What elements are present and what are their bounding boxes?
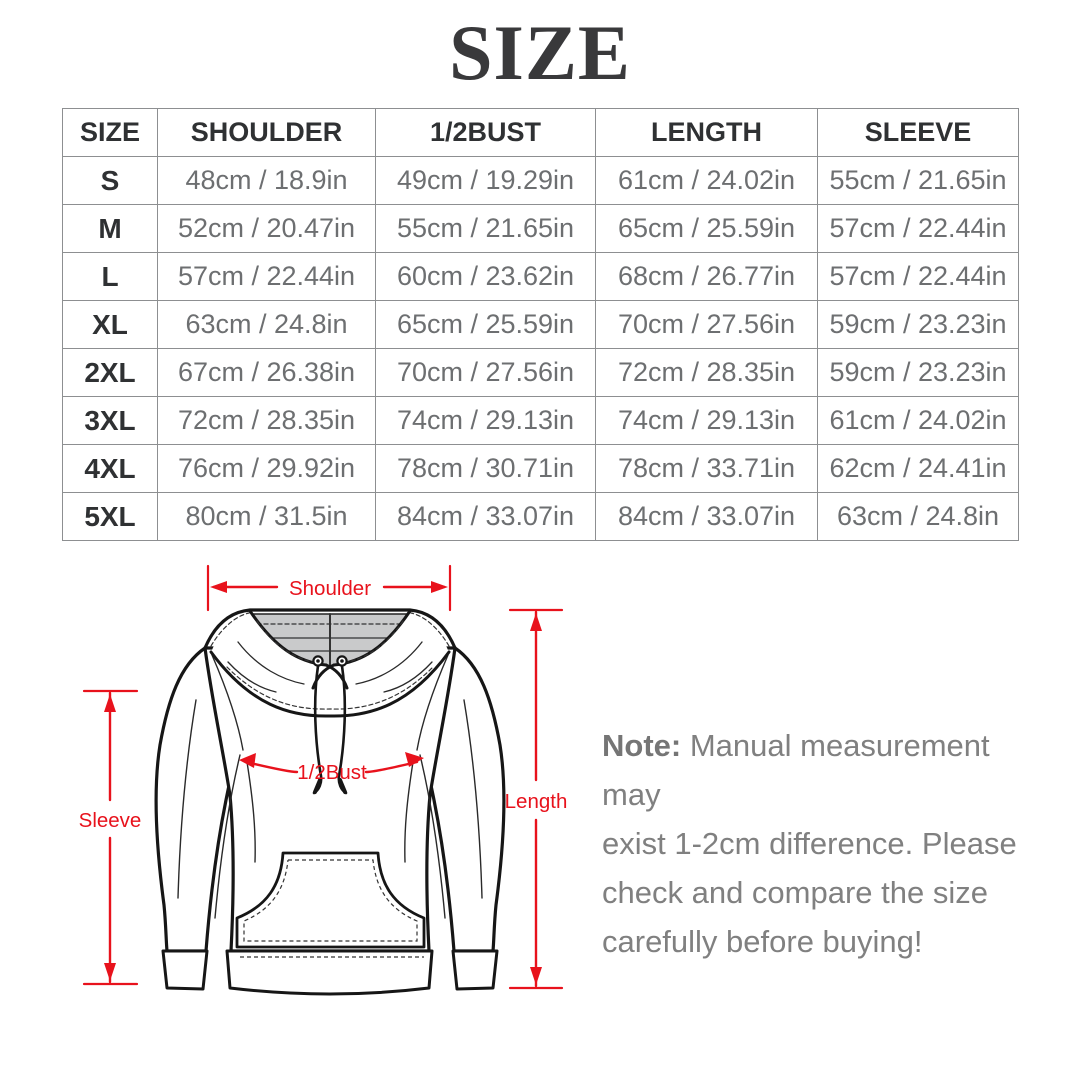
- table-cell: 67cm / 26.38in: [157, 348, 376, 397]
- hoodie-measurement-diagram: Shoulder 1/2Bust Sleeve: [79, 564, 568, 996]
- table-row: 2XL 67cm / 26.38in 70cm / 27.56in 72cm / 28…: [62, 348, 1019, 397]
- note-line: Note: Manual measurement may: [602, 721, 1048, 819]
- length-dimension-arrow: Length: [505, 608, 568, 990]
- table-row: 5XL 80cm / 31.5in 84cm / 33.07in 84cm / 33.…: [62, 492, 1019, 541]
- table-cell: 61cm / 24.02in: [595, 156, 818, 205]
- sleeve-dimension-arrow: Sleeve: [79, 689, 142, 986]
- size-label-cell: 5XL: [62, 492, 158, 541]
- table-cell: 70cm / 27.56in: [595, 300, 818, 349]
- table-cell: 65cm / 25.59in: [595, 204, 818, 253]
- length-label: Length: [505, 790, 568, 813]
- table-cell: 57cm / 22.44in: [817, 252, 1019, 301]
- note-text: Manual measurement may: [602, 728, 990, 812]
- bust-dimension-arrow: 1/2Bust: [239, 752, 424, 784]
- table-cell: 52cm / 20.47in: [157, 204, 376, 253]
- table-cell: 59cm / 23.23in: [817, 348, 1019, 397]
- size-label-cell: 4XL: [62, 444, 158, 493]
- table-cell: 84cm / 33.07in: [595, 492, 818, 541]
- size-label-cell: XL: [62, 300, 158, 349]
- right-cuff: [451, 949, 499, 991]
- table-row: XL 63cm / 24.8in 65cm / 25.59in 70cm / 27.5…: [62, 300, 1019, 349]
- table-header-cell: SIZE: [62, 108, 158, 157]
- table-cell: 57cm / 22.44in: [157, 252, 376, 301]
- hood: [203, 608, 457, 795]
- table-cell: 72cm / 28.35in: [157, 396, 376, 445]
- left-cuff: [161, 949, 209, 991]
- page-title: SIZE: [449, 9, 631, 96]
- table-cell: 72cm / 28.35in: [595, 348, 818, 397]
- table-cell: 80cm / 31.5in: [157, 492, 376, 541]
- table-row: 3XL 72cm / 28.35in 74cm / 29.13in 74cm / 29…: [62, 396, 1019, 445]
- stitch-lines: [240, 859, 424, 958]
- table-cell: 70cm / 27.56in: [375, 348, 596, 397]
- table-header-cell: SHOULDER: [157, 108, 376, 157]
- table-row: 4XL 76cm / 29.92in 78cm / 30.71in 78cm / 33…: [62, 444, 1019, 493]
- shoulder-label: Shoulder: [289, 577, 371, 600]
- table-cell: 55cm / 21.65in: [375, 204, 596, 253]
- table-cell: 57cm / 22.44in: [817, 204, 1019, 253]
- hoodie-outline: [154, 646, 506, 996]
- table-row: L 57cm / 22.44in 60cm / 23.62in 68cm / 26.7…: [62, 252, 1019, 301]
- table-cell: 49cm / 19.29in: [375, 156, 596, 205]
- table-cell: 65cm / 25.59in: [375, 300, 596, 349]
- note-label: Note:: [602, 728, 682, 763]
- size-label-cell: M: [62, 204, 158, 253]
- size-table: SIZE SHOULDER 1/2BUST LENGTH SLEEVE S 48cm / …: [62, 108, 1019, 541]
- table-body: S 48cm / 18.9in 49cm / 19.29in 61cm / 24.02…: [62, 156, 1019, 541]
- table-cell: 48cm / 18.9in: [157, 156, 376, 205]
- kangaroo-pocket: [235, 851, 426, 949]
- table-cell: 74cm / 29.13in: [595, 396, 818, 445]
- bust-label: 1/2Bust: [297, 761, 367, 784]
- size-label-cell: S: [62, 156, 158, 205]
- size-label-cell: 3XL: [62, 396, 158, 445]
- table-row: M 52cm / 20.47in 55cm / 21.65in 65cm / 25.5…: [62, 204, 1019, 253]
- shoulder-dimension-arrow: Shoulder: [206, 564, 452, 612]
- hem-band: [225, 949, 434, 996]
- table-cell: 78cm / 30.71in: [375, 444, 596, 493]
- table-cell: 61cm / 24.02in: [817, 396, 1019, 445]
- table-cell: 78cm / 33.71in: [595, 444, 818, 493]
- note-line: carefully before buying!: [602, 924, 923, 959]
- table-row: S 48cm / 18.9in 49cm / 19.29in 61cm / 24.02…: [62, 156, 1019, 205]
- note: Note: Manual measurement may exist 1-2cm…: [602, 721, 1048, 966]
- table-cell: 60cm / 23.62in: [375, 252, 596, 301]
- sleeve-label: Sleeve: [79, 809, 142, 832]
- table-cell: 76cm / 29.92in: [157, 444, 376, 493]
- table-cell: 68cm / 26.77in: [595, 252, 818, 301]
- table-header-row: SIZE SHOULDER 1/2BUST LENGTH SLEEVE: [62, 108, 1019, 157]
- table-cell: 63cm / 24.8in: [817, 492, 1019, 541]
- note-line: check and compare the size: [602, 875, 988, 910]
- seam-lines: [177, 654, 483, 919]
- drawstrings: [312, 664, 348, 795]
- dimension-arrows: Shoulder 1/2Bust Sleeve: [79, 564, 568, 990]
- table-cell: 62cm / 24.41in: [817, 444, 1019, 493]
- size-label-cell: 2XL: [62, 348, 158, 397]
- size-label-cell: L: [62, 252, 158, 301]
- table-cell: 74cm / 29.13in: [375, 396, 596, 445]
- table-cell: 59cm / 23.23in: [817, 300, 1019, 349]
- note-line: exist 1-2cm difference. Please: [602, 826, 1017, 861]
- table-header-cell: LENGTH: [595, 108, 818, 157]
- table-header-cell: SLEEVE: [817, 108, 1019, 157]
- table-cell: 55cm / 21.65in: [817, 156, 1019, 205]
- table-cell: 63cm / 24.8in: [157, 300, 376, 349]
- table-header-cell: 1/2BUST: [375, 108, 596, 157]
- table-cell: 84cm / 33.07in: [375, 492, 596, 541]
